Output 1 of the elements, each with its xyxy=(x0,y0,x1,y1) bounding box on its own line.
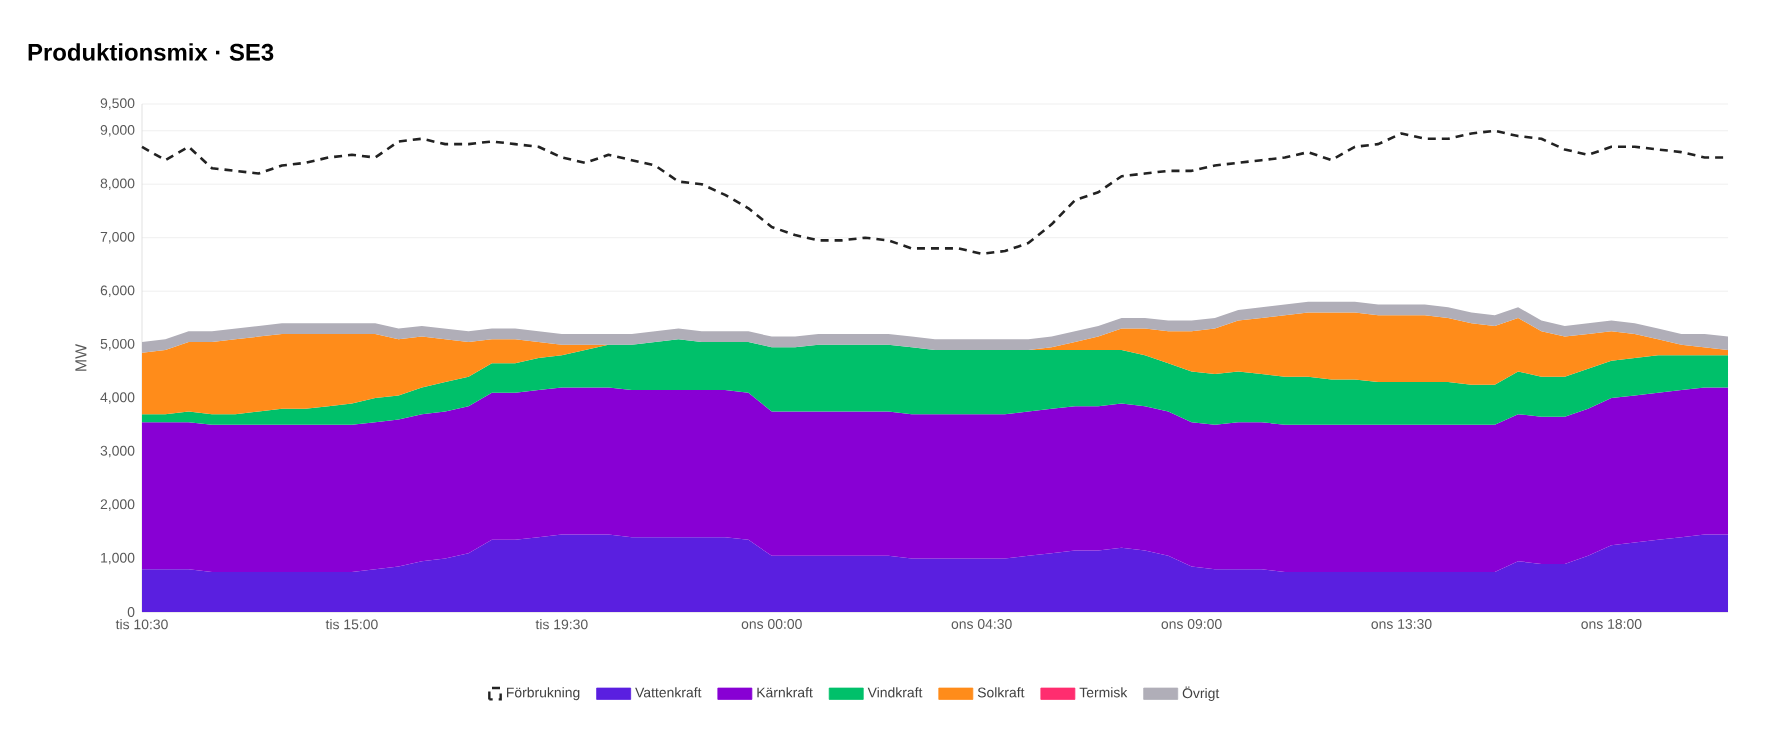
chart-title: Produktionsmix · SE3 xyxy=(28,43,274,61)
